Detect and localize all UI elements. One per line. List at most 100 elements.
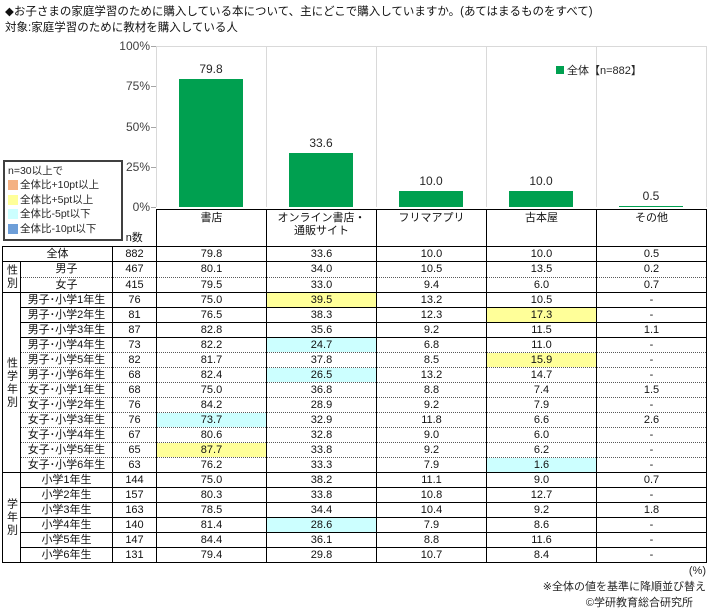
threshold-label: 全体比+5pt以上 [20,193,94,206]
table-row: 男子･小学4年生 73 82.2 24.7 6.8 11.0- [3,337,707,353]
n-value: 467 [112,261,157,277]
value-cell: 7.9 [376,517,487,533]
value-cell: 14.7 [486,367,597,383]
value-cell: 75.0 [156,382,267,398]
value-cell: - [596,487,707,503]
y-axis-tick-label: 75% [125,79,150,94]
value-cell: 32.8 [266,427,377,443]
value-cell: 80.6 [156,427,267,443]
table-row: 小学3年生 163 78.5 34.4 10.4 9.2 1.8 [3,502,707,518]
table-row: 性学年別 男子･小学1年生 76 75.0 39.5 13.2 10.5- [2,292,707,473]
table-row: 学年別 小学1年生 144 75.0 38.2 11.1 9.0 0.7 [2,472,707,563]
row-label: 女子･小学5年生 [20,442,113,458]
gridline-vertical [266,46,267,207]
value-cell: 11.1 [376,472,487,488]
value-cell: 35.6 [266,322,377,338]
value-cell: - [596,307,707,323]
value-cell: 10.0 [486,246,597,262]
sort-note: ※全体の値を基準に降順並び替え [542,581,706,593]
breakdown-table: n数 書店 オンライン書店・ 通販サイト フリマアプリ 古本屋 その他 全体 882 79.… [2,209,707,563]
y-axis-tick-label: 0% [132,200,150,214]
value-cell: 37.8 [266,352,377,368]
value-cell: 11.0 [486,337,597,353]
value-cell: 38.3 [266,307,377,323]
value-cell: 76.2 [156,457,267,473]
value-cell: 87.7 [156,442,267,458]
row-label: 男子･小学1年生 [20,292,113,308]
table-row: 女子･小学5年生 65 87.7 33.8 9.2 6.2- [3,442,707,458]
table-row: 男子･小学2年生 81 76.5 38.3 12.3 17.3- [3,307,707,323]
value-cell: - [596,442,707,458]
bar-value-label: 10.0 [529,173,553,188]
gridline-vertical [376,46,377,207]
value-cell: 79.4 [156,547,267,563]
table-row: 女子･小学6年生 63 76.2 33.3 7.9 1.6- [3,457,707,473]
table-row: 小学2年生 157 80.3 33.8 10.8 12.7- [3,487,707,503]
category-column-header: 古本屋 [486,209,597,247]
page-title: ◆お子さまの家庭学習のために購入している本について、主にどこで購入していますか。… [5,6,593,18]
value-cell: 17.3 [486,307,597,323]
value-cell: 11.8 [376,412,487,428]
legend-label: 全体【n=882】 [567,65,642,77]
chart-legend: 全体【n=882】 [556,62,642,78]
table-row: 小学6年生 131 79.4 29.8 10.7 8.4- [3,547,707,563]
value-cell: 34.0 [266,261,377,277]
value-cell: - [596,457,707,473]
bar-chart-plot-area: 79.8 33.6 10.0 10.0 0.5 [151,46,707,208]
n-value: 76 [112,397,157,413]
value-cell: 76.5 [156,307,267,323]
threshold-label: 全体比+10pt以上 [20,179,100,191]
row-label: 小学2年生 [20,487,113,503]
n-value: 157 [112,487,157,503]
value-cell: 80.1 [156,261,267,277]
row-label: 全体 [2,246,113,262]
threshold-item: 全体比-10pt以下 [8,222,118,237]
y-axis-tick-mark [151,207,156,208]
legend-marker-icon [556,66,564,74]
value-cell: 11.6 [486,532,597,548]
threshold-swatch-icon [8,223,18,234]
bar-0 [179,78,243,207]
row-label: 女子･小学4年生 [20,427,113,443]
value-cell: 9.2 [376,322,487,338]
row-label: 小学3年生 [20,502,113,518]
y-axis-tick-mark [151,46,156,47]
value-cell: - [596,337,707,353]
value-cell: 82.8 [156,322,267,338]
n-value: 73 [112,337,157,353]
y-axis-tick-label: 50% [125,119,150,134]
threshold-condition: n=30以上で [8,165,64,177]
value-cell: 10.8 [376,487,487,503]
table-row: 女子 415 79.5 33.0 9.4 6.0 0.7 [3,276,707,293]
value-cell: 28.6 [266,517,377,533]
threshold-legend-box: n=30以上で 全体比+10pt以上 全体比+5pt以上 全体比-5pt以下 全体比-… [3,160,123,241]
value-cell: 84.2 [156,397,267,413]
category-column-header: 書店 [156,209,267,247]
value-cell: 1.6 [486,457,597,473]
value-cell: 36.1 [266,532,377,548]
unit-note: (%) [688,565,706,577]
value-cell: 0.7 [596,472,707,488]
table-row: 女子･小学3年生 76 73.7 32.9 11.8 6.6 2.6 [3,412,707,428]
value-cell: 6.0 [486,276,597,293]
row-label: 小学5年生 [20,532,113,548]
table-row: 男子･小学6年生 68 82.4 26.5 13.2 14.7- [3,367,707,383]
value-cell: 75.0 [156,292,267,308]
threshold-item: 全体比+10pt以上 [8,178,118,193]
row-label: 男子･小学2年生 [20,307,113,323]
n-value: 68 [112,367,157,383]
category-column-header: オンライン書店・ 通販サイト [266,209,377,247]
value-cell: 6.0 [486,427,597,443]
group-label: 性学年別 [2,292,21,473]
value-cell: 7.9 [376,457,487,473]
row-label: 女子･小学6年生 [20,457,113,473]
target-note: 対象:家庭学習のために教材を購入している人 [5,22,238,34]
value-cell: 34.4 [266,502,377,518]
gridline-vertical [156,46,157,207]
value-cell: 24.7 [266,337,377,353]
row-label: 小学4年生 [20,517,113,533]
value-cell: 15.9 [486,352,597,368]
value-cell: - [596,532,707,548]
value-cell: 7.4 [486,382,597,398]
bar-1 [289,152,353,207]
